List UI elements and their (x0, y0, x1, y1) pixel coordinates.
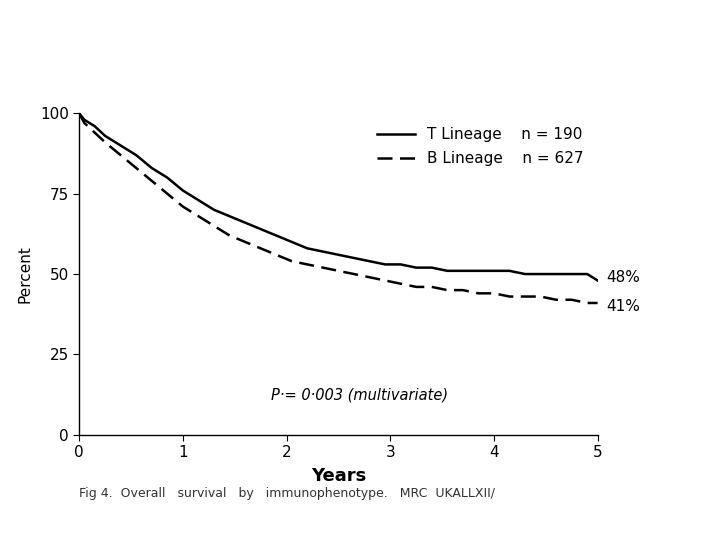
Legend: T Lineage    n = 190, B Lineage    n = 627: T Lineage n = 190, B Lineage n = 627 (371, 121, 590, 172)
Text: P·= 0·003 (multivariate): P·= 0·003 (multivariate) (271, 388, 448, 403)
Text: 41%: 41% (606, 299, 640, 314)
Text: 48%: 48% (606, 270, 640, 285)
Text: иммунофенотипирование: иммунофенотипирование (11, 53, 424, 81)
X-axis label: Years: Years (311, 467, 366, 485)
Y-axis label: Percent: Percent (18, 245, 33, 303)
Text: Jacob M. Rowe. Prognostic factors in adult acute lymphoblastic leukaemia. Britis: Jacob M. Rowe. Prognostic factors in adu… (11, 516, 671, 529)
Text: Диагностика -: Диагностика - (11, 17, 259, 45)
Text: Fig 4.  Overall   survival   by   immunophenotype.   MRC  UKALLXII/: Fig 4. Overall survival by immunophenoty… (79, 487, 495, 500)
